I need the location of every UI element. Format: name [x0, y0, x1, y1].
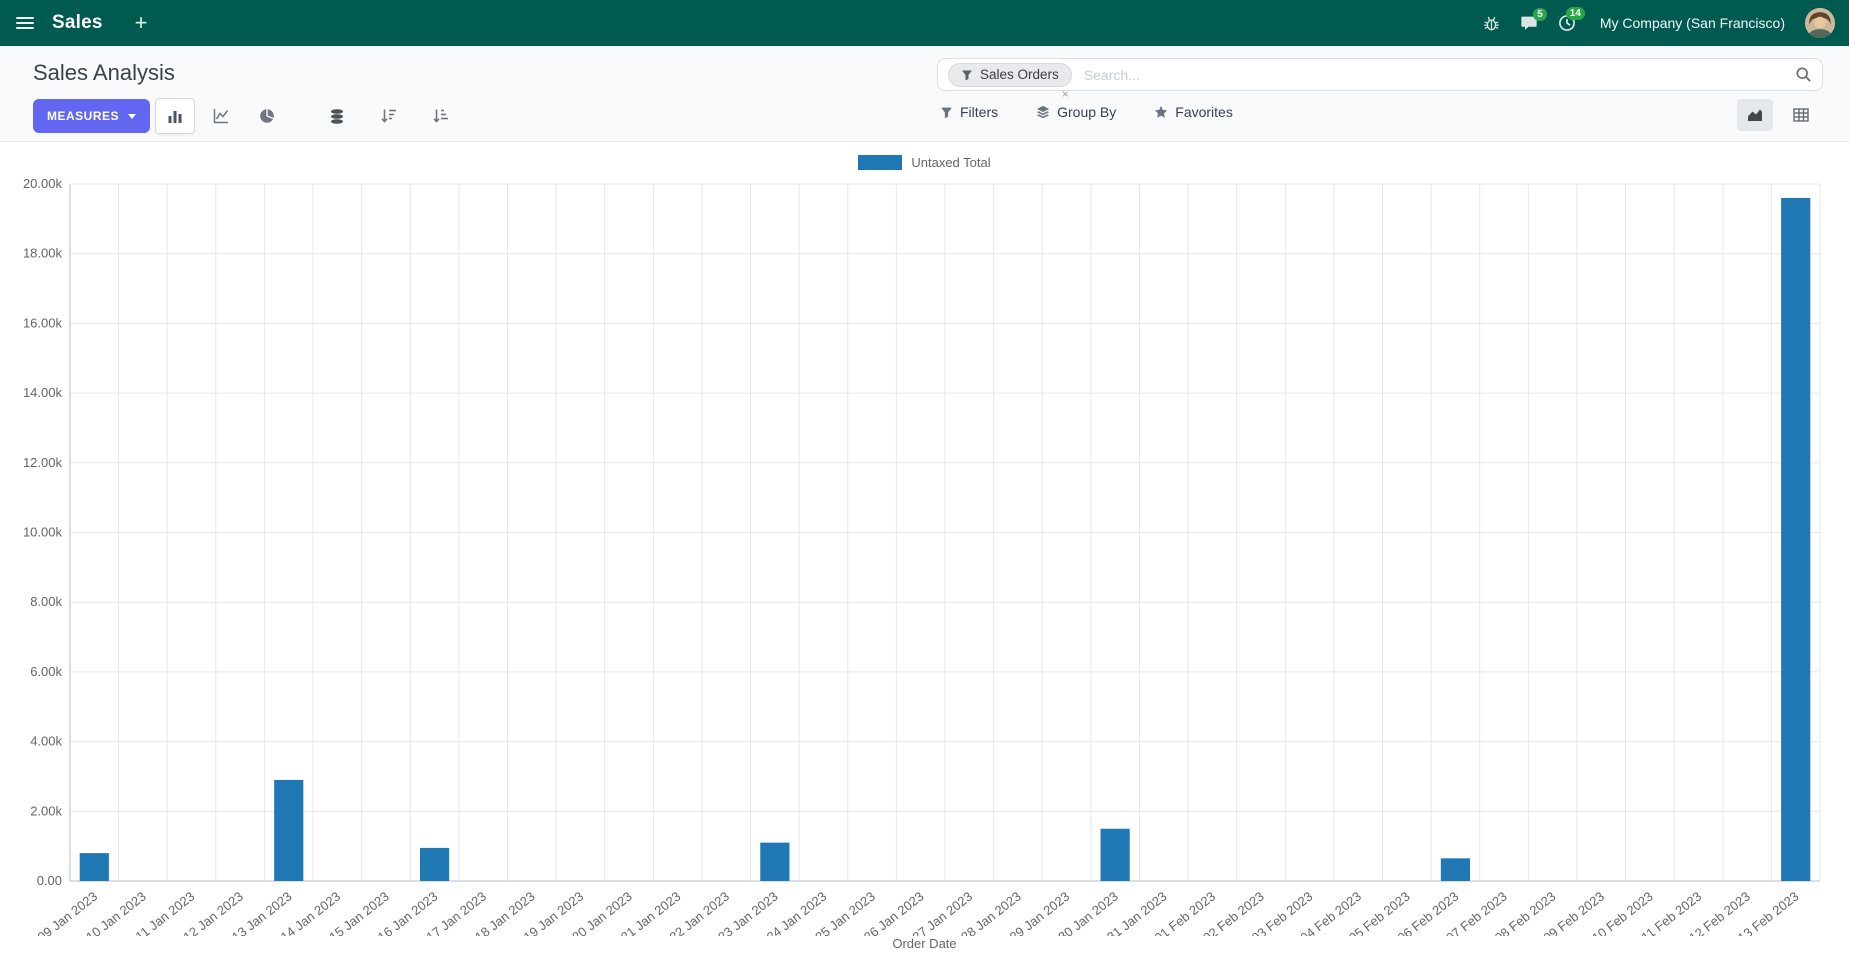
sort-ascending-button[interactable]	[426, 98, 456, 134]
messages-badge: 5	[1533, 7, 1547, 21]
top-navbar: Sales + 5 14 My Company (San Francisco)	[0, 0, 1849, 46]
sort-descending-button[interactable]	[374, 98, 404, 134]
search-options: Filters Group By Favorites	[940, 104, 1233, 120]
chart-legend[interactable]: Untaxed Total	[0, 150, 1849, 174]
view-switcher	[1737, 99, 1819, 131]
svg-text:20.00k: 20.00k	[23, 176, 63, 191]
svg-text:0.00: 0.00	[37, 873, 62, 888]
layers-icon	[1037, 105, 1050, 119]
legend-swatch	[858, 154, 903, 170]
filters-label: Filters	[960, 104, 999, 120]
search-icon[interactable]	[1795, 66, 1812, 83]
svg-text:2.00k: 2.00k	[30, 803, 62, 818]
svg-text:12.00k: 12.00k	[23, 455, 63, 470]
search-facet[interactable]: Sales Orders ×	[948, 62, 1072, 100]
caret-down-icon	[128, 113, 137, 119]
chart-area: Untaxed Total 0.00 2.00k 4.00k 6.00k 8.00k 10…	[0, 142, 1849, 958]
control-panel: Sales Analysis Sales Orders × MEASURES	[0, 46, 1849, 142]
group-by-label: Group By	[1057, 104, 1117, 120]
area-chart-icon	[1748, 109, 1762, 121]
chart-type-switcher	[155, 98, 287, 134]
filters-button[interactable]: Filters	[940, 104, 998, 120]
pie-chart-button[interactable]	[247, 98, 287, 134]
search-bar[interactable]: Sales Orders ×	[937, 58, 1823, 100]
bar-chart-button[interactable]	[155, 98, 195, 134]
star-icon	[1155, 105, 1168, 118]
app-name[interactable]: Sales	[52, 12, 103, 33]
bar-chart[interactable]: 0.00 2.00k 4.00k 6.00k 8.00k 10.00k 12.00k 14.0…	[0, 174, 1849, 936]
pivot-table-icon	[1793, 108, 1809, 122]
activities-clock-icon[interactable]: 14	[1558, 7, 1585, 32]
graph-view-button[interactable]	[1737, 99, 1773, 131]
legend-label: Untaxed Total	[911, 154, 991, 170]
search-input[interactable]	[1081, 65, 1785, 84]
activities-badge: 14	[1565, 7, 1585, 20]
company-switcher[interactable]: My Company (San Francisco)	[1599, 15, 1785, 31]
group-by-button[interactable]: Group By	[1036, 104, 1116, 120]
x-axis-title: Order Date	[892, 936, 957, 951]
pivot-view-button[interactable]	[1783, 99, 1819, 131]
measures-label: MEASURES	[47, 109, 120, 123]
filter-icon	[962, 70, 972, 80]
messages-icon[interactable]: 5	[1520, 7, 1547, 32]
svg-text:6.00k: 6.00k	[30, 664, 62, 679]
facet-remove-icon[interactable]: ×	[1061, 86, 1069, 101]
debug-bug-icon[interactable]	[1483, 15, 1500, 32]
user-avatar[interactable]	[1805, 8, 1835, 38]
line-chart-button[interactable]	[201, 98, 241, 134]
measures-button[interactable]: MEASURES	[33, 99, 151, 133]
filter-funnel-icon	[941, 107, 952, 118]
favorites-label: Favorites	[1175, 104, 1233, 120]
svg-text:14.00k: 14.00k	[23, 385, 63, 400]
svg-text:10.00k: 10.00k	[23, 525, 63, 540]
plus-icon[interactable]: +	[134, 10, 148, 35]
chart-options-toolbar	[322, 98, 456, 134]
search-facet-label: Sales Orders	[980, 67, 1059, 82]
favorites-button[interactable]: Favorites	[1154, 104, 1233, 120]
menu-icon[interactable]	[16, 16, 34, 30]
svg-text:4.00k: 4.00k	[30, 734, 62, 749]
stacked-toggle-button[interactable]	[322, 98, 352, 134]
svg-text:18.00k: 18.00k	[23, 246, 63, 261]
svg-text:8.00k: 8.00k	[30, 594, 62, 609]
svg-text:16.00k: 16.00k	[23, 315, 63, 330]
page-title: Sales Analysis	[33, 60, 175, 85]
